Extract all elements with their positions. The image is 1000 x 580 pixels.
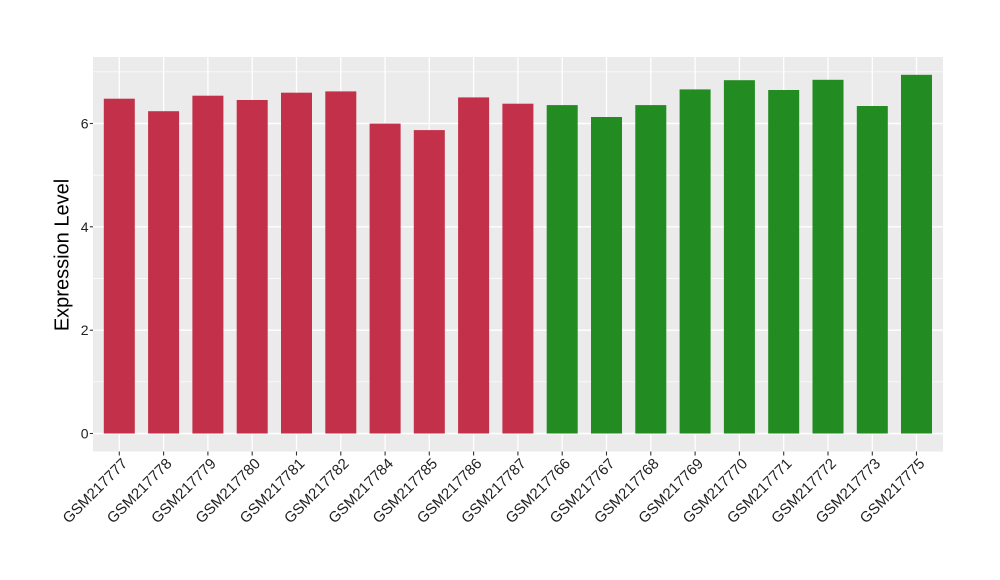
svg-text:6: 6 bbox=[81, 116, 89, 132]
svg-text:4: 4 bbox=[81, 219, 89, 235]
svg-text:0: 0 bbox=[81, 426, 89, 442]
svg-text:Expression Level: Expression Level bbox=[52, 179, 74, 331]
svg-text:2: 2 bbox=[81, 322, 89, 338]
